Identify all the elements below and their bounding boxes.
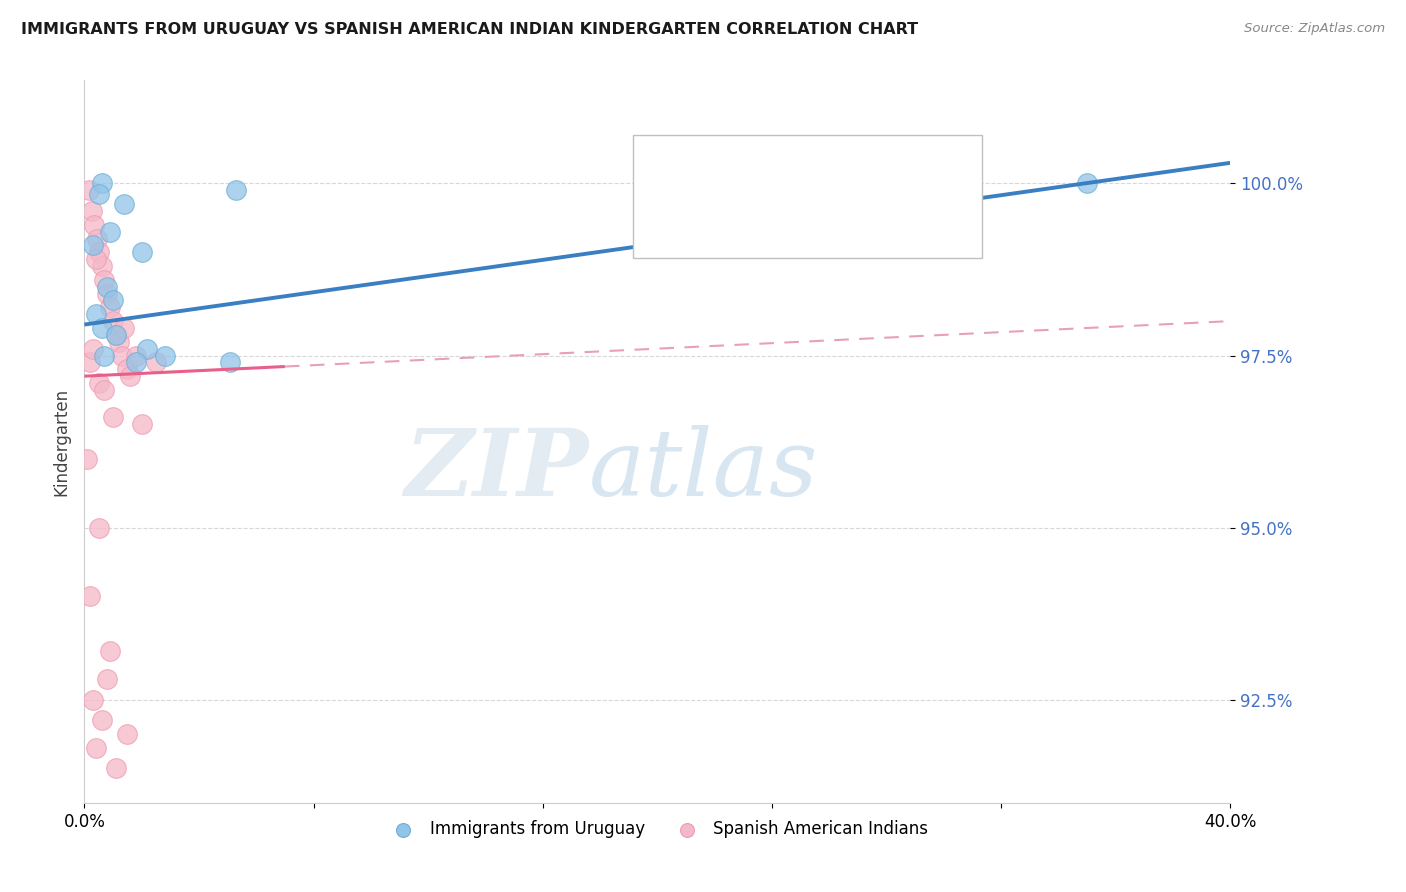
- Bar: [647, 203, 693, 244]
- Point: [114, 321, 136, 335]
- Point: [104, 327, 127, 342]
- Point: [96, 286, 118, 301]
- Legend: Immigrants from Uruguay, Spanish American Indians: Immigrants from Uruguay, Spanish America…: [380, 814, 935, 845]
- Point: [93, 349, 115, 363]
- Point: [84, 252, 107, 267]
- FancyBboxPatch shape: [633, 135, 981, 258]
- Point: [90, 177, 112, 191]
- Point: [131, 417, 153, 432]
- Point: [98, 301, 121, 315]
- Point: [125, 349, 148, 363]
- Point: [96, 672, 118, 686]
- Point: [1076, 177, 1098, 191]
- Text: N =: N =: [835, 215, 873, 233]
- Point: [104, 327, 127, 342]
- Point: [80, 204, 103, 219]
- Point: [90, 713, 112, 727]
- Point: [77, 183, 100, 197]
- Point: [125, 355, 148, 369]
- Point: [117, 362, 139, 376]
- Point: [76, 451, 98, 466]
- Point: [79, 355, 101, 369]
- Text: ZIP: ZIP: [405, 425, 589, 516]
- Point: [219, 355, 242, 369]
- Text: atlas: atlas: [589, 425, 818, 516]
- Point: [96, 279, 118, 293]
- Text: 35: 35: [896, 215, 920, 233]
- Point: [93, 273, 115, 287]
- Point: [86, 231, 108, 245]
- Point: [114, 197, 136, 211]
- Point: [82, 692, 104, 706]
- Text: 18: 18: [896, 159, 920, 177]
- Point: [87, 376, 110, 390]
- Point: [136, 342, 159, 356]
- Point: [84, 740, 107, 755]
- Text: 0.561: 0.561: [766, 159, 823, 177]
- Point: [90, 321, 112, 335]
- Text: 0.050: 0.050: [766, 215, 823, 233]
- Text: R =: R =: [707, 215, 742, 233]
- Y-axis label: Kindergarten: Kindergarten: [52, 387, 70, 496]
- Point: [87, 520, 110, 534]
- Text: IMMIGRANTS FROM URUGUAY VS SPANISH AMERICAN INDIAN KINDERGARTEN CORRELATION CHAR: IMMIGRANTS FROM URUGUAY VS SPANISH AMERI…: [21, 22, 918, 37]
- Point: [110, 349, 132, 363]
- Point: [145, 355, 167, 369]
- Point: [153, 349, 176, 363]
- Point: [101, 410, 124, 425]
- Text: R =: R =: [707, 159, 742, 177]
- Point: [83, 218, 105, 232]
- Point: [131, 245, 153, 260]
- Point: [87, 245, 110, 260]
- Point: [101, 293, 124, 308]
- Point: [79, 590, 101, 604]
- Point: [107, 334, 129, 349]
- Point: [93, 383, 115, 397]
- Text: N =: N =: [835, 159, 873, 177]
- Point: [98, 225, 121, 239]
- Point: [104, 761, 127, 775]
- Point: [225, 183, 247, 197]
- Text: Source: ZipAtlas.com: Source: ZipAtlas.com: [1244, 22, 1385, 36]
- Point: [90, 259, 112, 273]
- Point: [120, 369, 142, 384]
- Point: [82, 238, 104, 252]
- Point: [84, 307, 107, 321]
- Point: [82, 342, 104, 356]
- Bar: [647, 147, 693, 186]
- Point: [101, 314, 124, 328]
- Point: [117, 727, 139, 741]
- Point: [98, 644, 121, 658]
- Point: [87, 186, 110, 201]
